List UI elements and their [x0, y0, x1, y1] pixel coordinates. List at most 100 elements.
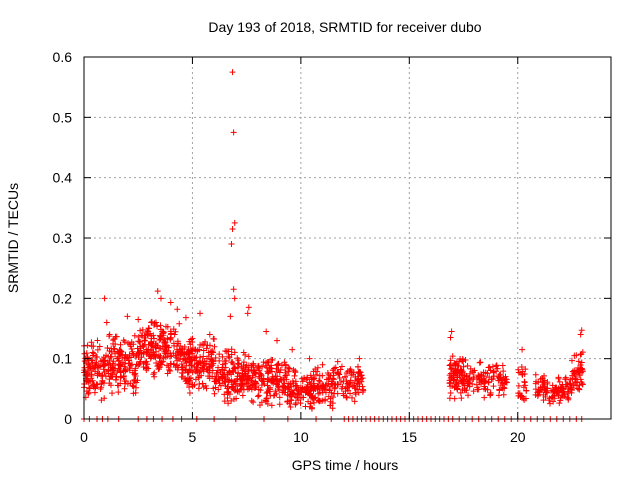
data-point: [284, 398, 291, 405]
data-point: [95, 370, 102, 377]
data-point: [219, 374, 226, 381]
data-point: [85, 357, 92, 364]
data-point: [540, 397, 547, 404]
data-point: [275, 383, 282, 390]
data-point: [303, 385, 310, 392]
data-point: [160, 332, 167, 339]
grid-lines: [84, 57, 611, 419]
data-point: [319, 361, 326, 368]
data-point: [159, 343, 166, 350]
data-point: [460, 363, 467, 370]
data-point: [493, 368, 500, 375]
data-point: [179, 369, 186, 376]
data-point: [359, 388, 366, 395]
data-point: [485, 379, 492, 386]
data-point: [476, 359, 483, 366]
data-point: [351, 398, 358, 405]
data-point: [247, 383, 254, 390]
data-point: [515, 366, 522, 373]
data-point: [122, 360, 129, 367]
data-point: [200, 368, 207, 375]
data-point: [188, 336, 195, 343]
data-point: [110, 337, 117, 344]
data-point: [571, 367, 578, 374]
data-point: [299, 378, 306, 385]
data-point: [114, 355, 121, 362]
y-axis-label: SRMTID / TECUs: [5, 183, 21, 293]
data-point: [496, 375, 503, 382]
data-point: [302, 403, 309, 410]
data-point: [240, 349, 247, 356]
data-point: [193, 366, 200, 373]
data-point: [217, 369, 224, 376]
data-point: [298, 389, 305, 396]
data-point: [175, 340, 182, 347]
data-point: [238, 385, 245, 392]
data-point: [477, 375, 484, 382]
data-point: [151, 320, 158, 327]
data-point: [270, 380, 277, 387]
axis-ticks: 0 0.1 0.2 0.3 0.4 0.5 0.6 0 5 10 15 20: [53, 49, 611, 445]
data-point: [107, 373, 114, 380]
data-point: [281, 374, 288, 381]
data-point: [486, 374, 493, 381]
data-point: [523, 387, 530, 394]
data-point: [550, 398, 557, 405]
data-point: [228, 397, 235, 404]
data-point: [224, 383, 231, 390]
data-point: [249, 374, 256, 381]
data-point: [117, 374, 124, 381]
data-point: [467, 365, 474, 372]
data-point: [355, 380, 362, 387]
data-point: [356, 355, 363, 362]
data-point: [174, 362, 181, 369]
data-point: [255, 364, 262, 371]
data-point: [206, 367, 213, 374]
chart-title: Day 193 of 2018, SRMTID for receiver dub…: [208, 19, 481, 35]
data-point: [316, 378, 323, 385]
data-point: [282, 366, 289, 373]
data-point: [116, 360, 123, 367]
data-point: [130, 390, 137, 397]
data-point: [490, 383, 497, 390]
data-point: [460, 380, 467, 387]
data-point: [214, 369, 221, 376]
data-point: [521, 378, 528, 385]
data-point: [532, 371, 539, 378]
data-point: [575, 358, 582, 365]
data-point: [337, 366, 344, 373]
data-point: [223, 348, 230, 355]
data-point: [99, 357, 106, 364]
data-point: [451, 383, 458, 390]
data-point: [551, 392, 558, 399]
data-point: [344, 380, 351, 387]
data-point: [212, 384, 219, 391]
data-point: [466, 370, 473, 377]
data-point: [154, 323, 161, 330]
data-point: [518, 392, 525, 399]
data-point: [182, 314, 189, 321]
data-point: [557, 397, 564, 404]
data-point: [532, 386, 539, 393]
data-point: [148, 318, 155, 325]
data-point: [208, 348, 215, 355]
data-point: [197, 310, 204, 317]
data-point: [354, 363, 361, 370]
x-axis-label: GPS time / hours: [292, 457, 399, 473]
data-point: [90, 350, 97, 357]
data-point: [355, 389, 362, 396]
data-point: [206, 342, 213, 349]
data-point: [255, 386, 262, 393]
data-point: [106, 331, 113, 338]
data-point: [216, 351, 223, 358]
data-point: [157, 326, 164, 333]
data-point: [258, 399, 265, 406]
data-point: [132, 384, 139, 391]
data-point: [265, 369, 272, 376]
data-point: [281, 384, 288, 391]
data-point: [306, 392, 313, 399]
data-point: [101, 395, 108, 402]
data-point: [578, 379, 585, 386]
data-point: [128, 345, 135, 352]
data-point: [495, 392, 502, 399]
